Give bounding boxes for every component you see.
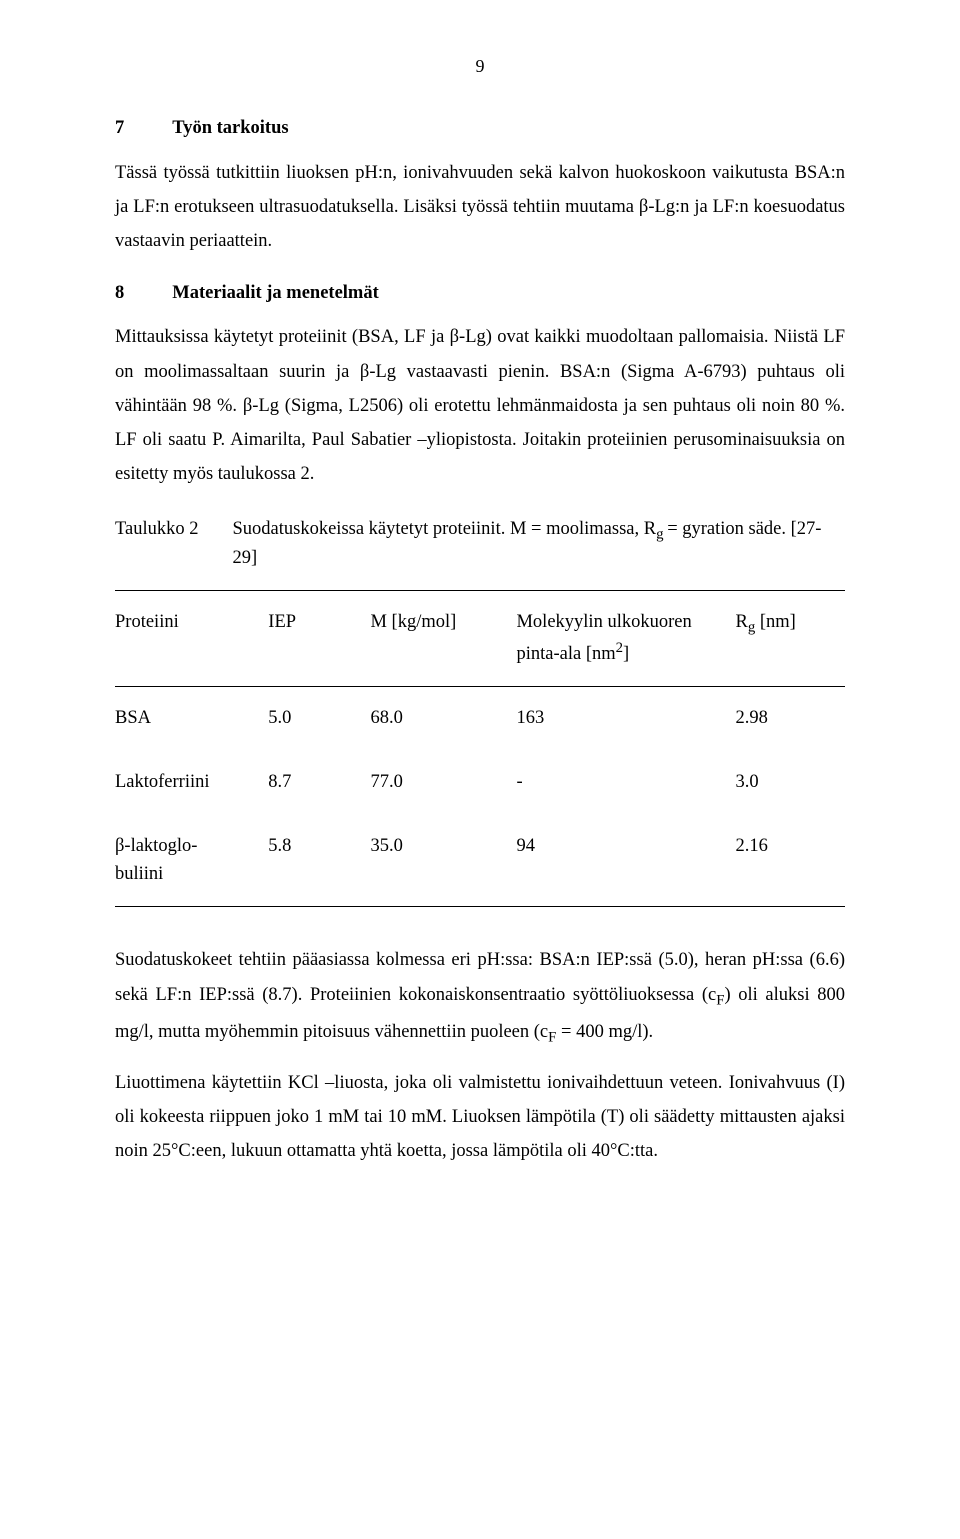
cell-mass: 77.0	[370, 751, 516, 815]
section-7-heading: 7 Työn tarkoitus	[115, 111, 845, 145]
th-protein: Proteiini	[115, 590, 268, 687]
protein-properties-table: Proteiini IEP M [kg/mol] Molekyylin ulko…	[115, 590, 845, 908]
th-rg-post: [nm]	[755, 612, 796, 632]
th-surface-line2-post: ]	[623, 644, 629, 664]
body-paragraph-2: Liuottimena käytettiin KCl –liuosta, jok…	[115, 1066, 845, 1169]
table-header-row: Proteiini IEP M [kg/mol] Molekyylin ulko…	[115, 590, 845, 687]
th-surface-line2-pre: pinta-ala [nm	[516, 644, 615, 664]
body-paragraph-1: Suodatuskokeet tehtiin pääasiassa kolmes…	[115, 943, 845, 1051]
cell-iep: 5.0	[268, 687, 370, 751]
th-rg: Rg [nm]	[735, 590, 845, 687]
cell-surface: 163	[516, 687, 735, 751]
cell-mass: 35.0	[370, 815, 516, 907]
table-row: BSA 5.0 68.0 163 2.98	[115, 687, 845, 751]
section-7-paragraph: Tässä työssä tutkittiin liuoksen pH:n, i…	[115, 156, 845, 259]
cell-iep: 8.7	[268, 751, 370, 815]
cell-rg: 2.16	[735, 815, 845, 907]
para-text: = 400 mg/l).	[556, 1022, 653, 1042]
cell-protein: BSA	[115, 687, 268, 751]
table-2-label: Taulukko 2	[115, 517, 199, 571]
section-7-number: 7	[115, 111, 124, 145]
table-2-caption: Taulukko 2 Suodatuskokeissa käytetyt pro…	[115, 517, 845, 571]
document-page: 9 7 Työn tarkoitus Tässä työssä tutkitti…	[0, 0, 960, 1539]
cell-protein-line2: buliini	[115, 864, 163, 884]
cell-protein-line1: β-laktoglo-	[115, 836, 197, 856]
th-rg-pre: R	[735, 612, 747, 632]
cell-iep: 5.8	[268, 815, 370, 907]
table-2-caption-text: Suodatuskokeissa käytetyt proteiinit. M …	[233, 517, 846, 571]
th-surface-line1: Molekyylin ulkokuoren	[516, 612, 691, 632]
section-8-heading: 8 Materiaalit ja menetelmät	[115, 276, 845, 310]
table-row: β-laktoglo- buliini 5.8 35.0 94 2.16	[115, 815, 845, 907]
section-7-title: Työn tarkoitus	[172, 111, 845, 145]
cell-surface: 94	[516, 815, 735, 907]
section-8-title: Materiaalit ja menetelmät	[172, 276, 845, 310]
table-row: Laktoferriini 8.7 77.0 - 3.0	[115, 751, 845, 815]
section-8-number: 8	[115, 276, 124, 310]
page-number: 9	[115, 50, 845, 83]
caption-subscript: g	[656, 527, 667, 543]
cell-rg: 3.0	[735, 751, 845, 815]
cell-rg: 2.98	[735, 687, 845, 751]
section-8-paragraph: Mittauksissa käytetyt proteiinit (BSA, L…	[115, 320, 845, 491]
th-mass: M [kg/mol]	[370, 590, 516, 687]
cell-protein: Laktoferriini	[115, 751, 268, 815]
cell-surface: -	[516, 751, 735, 815]
cell-protein: β-laktoglo- buliini	[115, 815, 268, 907]
cell-mass: 68.0	[370, 687, 516, 751]
th-iep: IEP	[268, 590, 370, 687]
th-surface-area: Molekyylin ulkokuoren pinta-ala [nm2]	[516, 590, 735, 687]
caption-text-part: Suodatuskokeissa käytetyt proteiinit. M …	[233, 519, 657, 539]
th-surface-sup: 2	[616, 640, 623, 656]
